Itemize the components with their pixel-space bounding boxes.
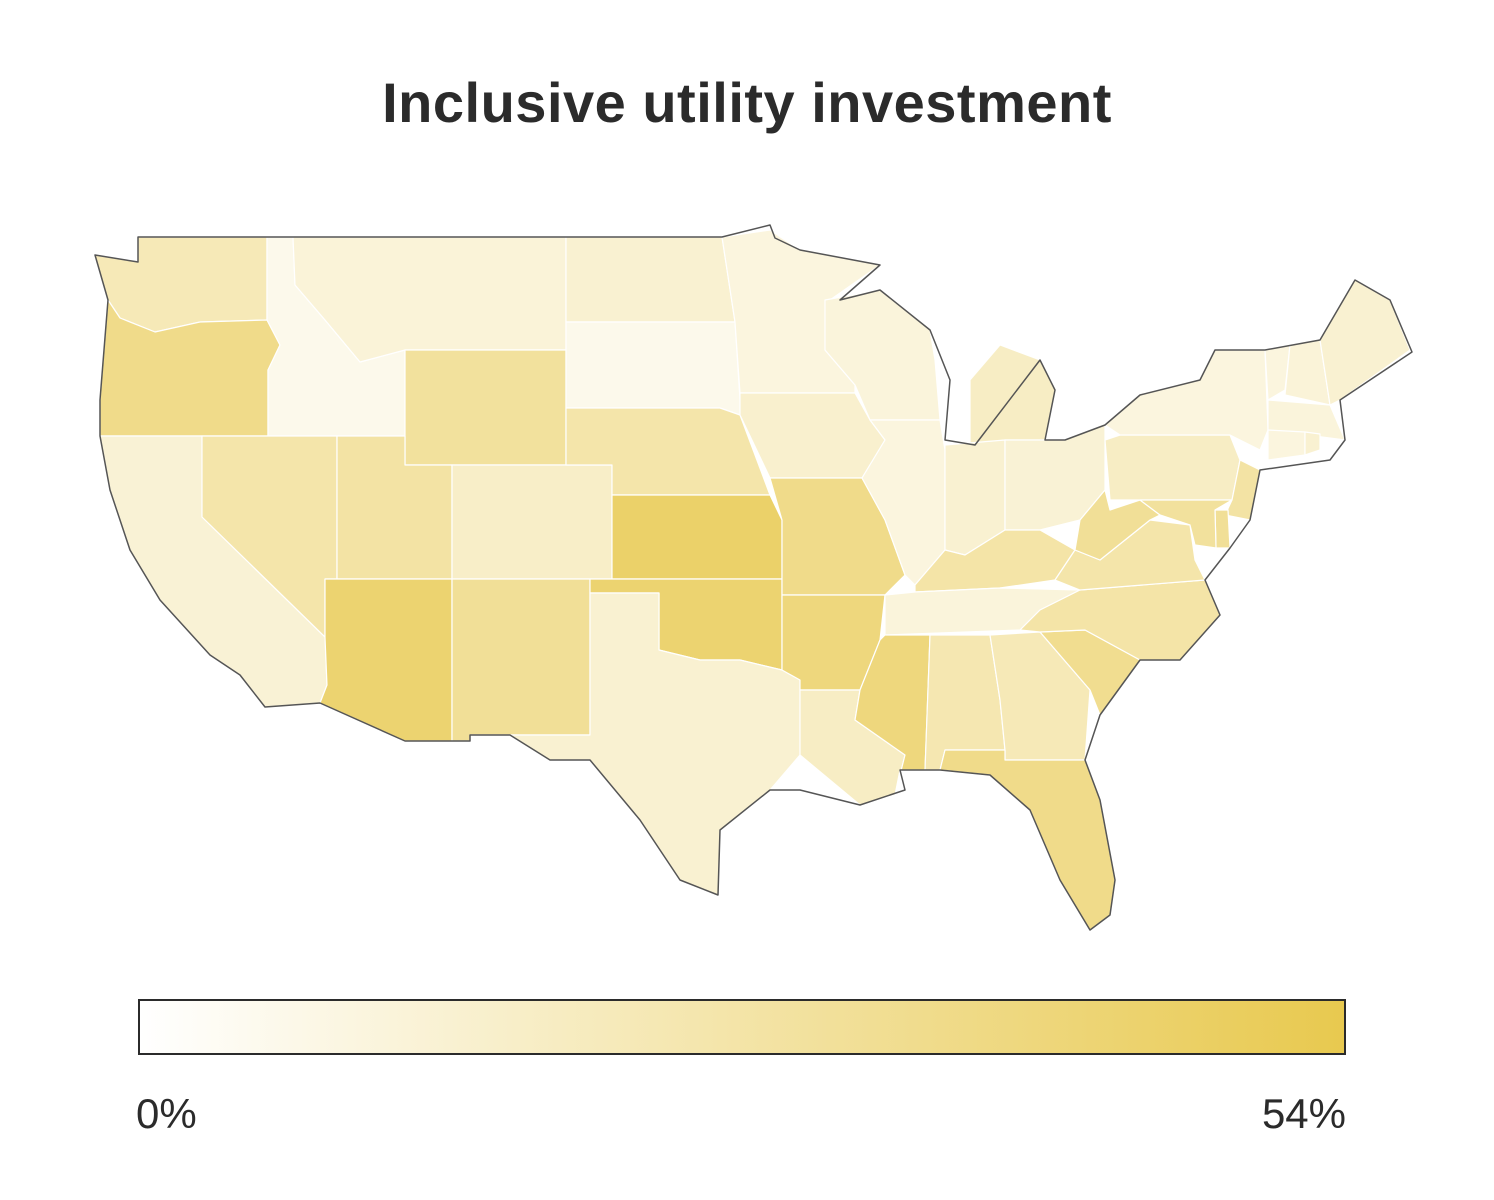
state-wy bbox=[404, 349, 567, 466]
legend-max-label: 54% bbox=[1261, 1090, 1346, 1137]
legend-min-label: 0% bbox=[136, 1090, 197, 1137]
state-ri bbox=[1304, 431, 1321, 456]
state-md bbox=[1139, 499, 1233, 549]
state-fl bbox=[939, 749, 1116, 931]
country-border bbox=[94, 224, 1413, 931]
state-ct bbox=[1267, 429, 1306, 461]
state-nd bbox=[565, 236, 736, 323]
state-de bbox=[1214, 509, 1231, 549]
state-pa bbox=[1104, 434, 1241, 501]
state-me bbox=[1319, 279, 1411, 406]
state-nm bbox=[451, 578, 591, 742]
map-title: Inclusive utility investment bbox=[382, 71, 1112, 134]
state-ks bbox=[611, 494, 783, 580]
state-az bbox=[319, 578, 453, 742]
state-layer bbox=[94, 229, 1411, 931]
state-sd bbox=[565, 321, 741, 416]
legend-gradient-bar bbox=[138, 999, 1346, 1055]
state-co bbox=[451, 464, 613, 580]
country-outline bbox=[94, 224, 1413, 931]
state-nj bbox=[1224, 459, 1261, 521]
state-il bbox=[861, 419, 946, 586]
state-ny bbox=[1104, 349, 1269, 451]
